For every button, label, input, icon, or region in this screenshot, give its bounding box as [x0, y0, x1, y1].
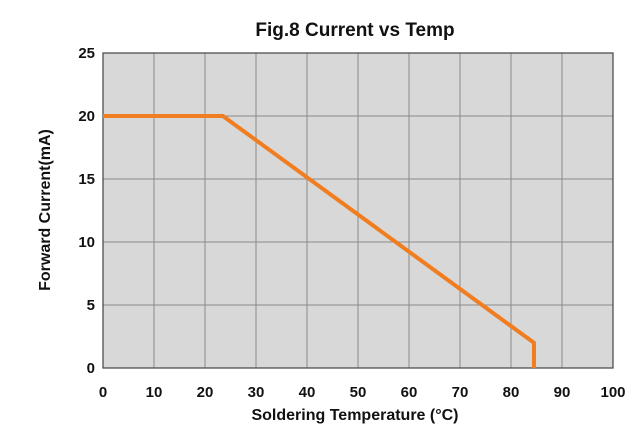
x-tick-label: 30	[248, 384, 265, 401]
x-tick-label: 60	[401, 384, 418, 401]
x-tick-label: 70	[452, 384, 469, 401]
series-line	[103, 114, 536, 368]
x-tick-label: 50	[350, 384, 367, 401]
y-tick-labels: 0 5 10 15 20 25	[78, 45, 95, 377]
x-tick-label: 100	[600, 384, 625, 401]
x-tick-label: 20	[197, 384, 214, 401]
x-tick-label: 0	[99, 384, 107, 401]
x-axis-label: Soldering Temperature (°C)	[251, 407, 458, 424]
y-tick-label: 5	[87, 297, 95, 314]
x-tick-label: 80	[503, 384, 520, 401]
y-tick-label: 0	[87, 360, 95, 377]
chart-title: Fig.8 Current vs Temp	[255, 20, 454, 41]
x-tick-labels: 0 10 20 30 40 50 60 70 80 90 100	[99, 384, 626, 401]
x-tick-label: 90	[554, 384, 571, 401]
y-tick-label: 25	[78, 45, 95, 62]
series-layer	[103, 114, 536, 368]
y-axis-label: Forward Current(mA)	[37, 129, 54, 291]
plot-frame	[102, 52, 614, 369]
y-tick-label: 10	[78, 234, 95, 251]
y-tick-label: 20	[78, 108, 95, 125]
y-tick-label: 15	[78, 171, 95, 188]
x-tick-label: 10	[146, 384, 163, 401]
x-tick-label: 40	[299, 384, 316, 401]
